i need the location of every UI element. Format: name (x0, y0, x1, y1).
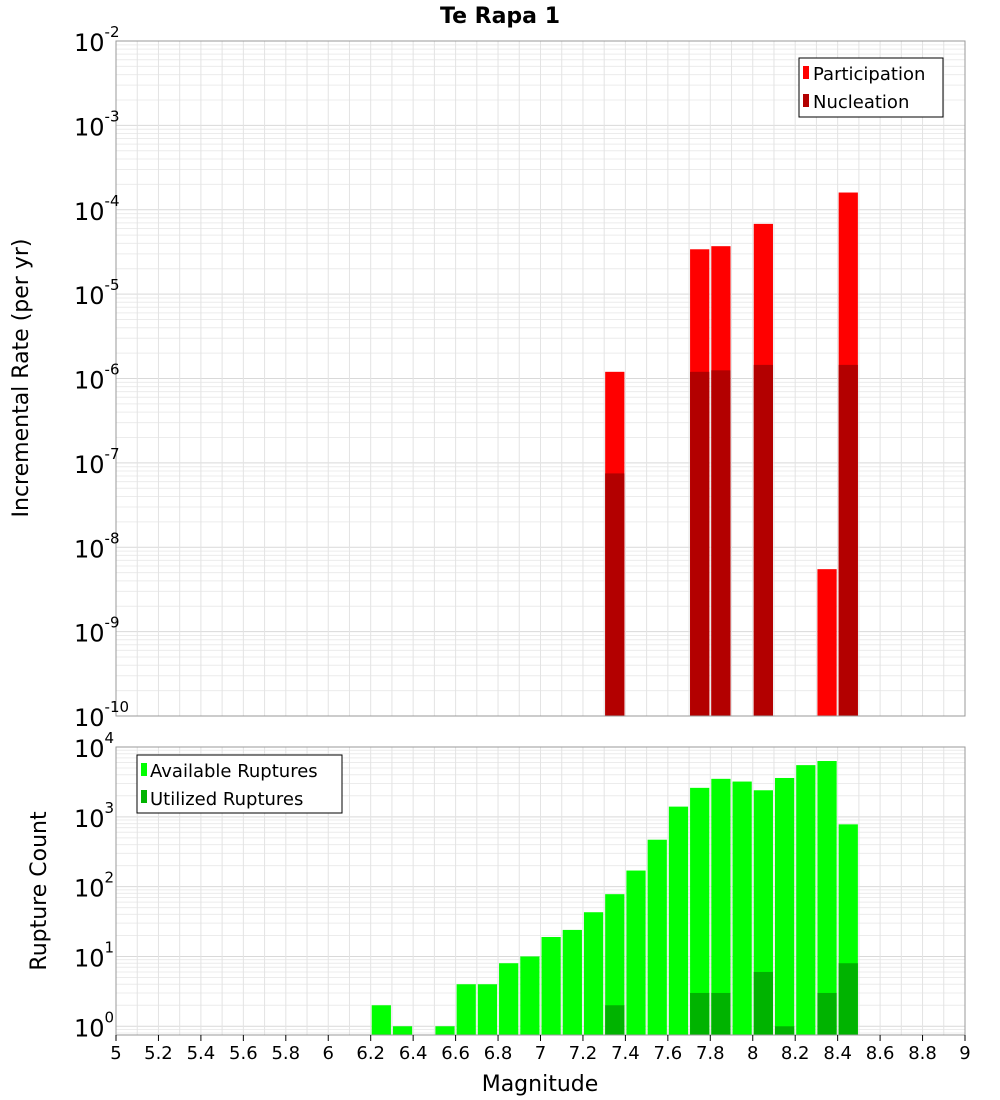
y-tick-label: 10-6 (74, 361, 120, 395)
available-ruptures-bar (456, 984, 476, 1035)
rate-bars (605, 192, 858, 717)
available-ruptures-bar (817, 761, 837, 1035)
rate-gridlines (115, 40, 966, 717)
available-ruptures-bar (711, 778, 731, 1035)
available-ruptures-bar (626, 870, 646, 1035)
nucleation-bar (605, 473, 625, 716)
available-ruptures-bar (392, 1026, 413, 1035)
x-tick-label: 5.6 (229, 1043, 258, 1064)
y-tick-label: 102 (74, 869, 114, 903)
x-tick-label: 5.8 (271, 1043, 300, 1064)
rate-legend-box (798, 57, 944, 118)
chart-title: Te Rapa 1 (440, 4, 560, 29)
available-ruptures-bar (583, 912, 604, 1035)
x-tick-label: 8.6 (866, 1043, 895, 1064)
rate-y-axis-label: Incremental Rate (per yr) (9, 239, 34, 518)
x-tick-label: 7 (535, 1043, 546, 1064)
x-tick-label: 8 (747, 1043, 758, 1064)
available-ruptures-bar (647, 839, 667, 1035)
y-tick-label: 101 (74, 938, 114, 972)
count-legend-box (136, 754, 343, 814)
utilized-ruptures-bar (774, 1026, 795, 1035)
y-tick-label: 10-5 (74, 276, 120, 310)
nucleation-legend-label: Nucleation (813, 92, 909, 113)
y-tick-label: 10-3 (74, 107, 120, 141)
nucleation-bar (711, 370, 731, 716)
magnitude-x-axis-label: Magnitude (482, 1072, 599, 1097)
magnitude-x-ticks: 5 5.2 5.4 5.6 5.8 6 6.2 6.4 6.6 6.8 7 7.2 7.4 7.6 7.8 8… (110, 1035, 971, 1064)
rate-legend: Participation Nucleation (798, 57, 944, 118)
y-tick-label: 10-7 (74, 445, 120, 479)
utilized-ruptures-bar (753, 971, 773, 1035)
x-tick-label: 7.2 (569, 1043, 598, 1064)
x-tick-label: 5 (110, 1043, 121, 1064)
available-ruptures-bar (690, 787, 710, 1035)
y-tick-label: 100 (74, 1008, 114, 1042)
utilized-ruptures-bar (838, 963, 858, 1035)
x-tick-label: 8.4 (823, 1043, 852, 1064)
available-ruptures-bar (541, 936, 561, 1035)
participation-legend-swatch (803, 66, 809, 79)
available-ruptures-bar (605, 894, 625, 1035)
x-tick-label: 8.2 (781, 1043, 810, 1064)
nucleation-bar (838, 364, 858, 716)
rate-y-ticks: 10-10 10-9 10-8 10-7 10-6 10-5 10-4 10-3 10-2 (74, 23, 129, 732)
available-ruptures-bar (477, 984, 498, 1035)
x-tick-label: 7.8 (696, 1043, 725, 1064)
utilized-legend-label: Utilized Ruptures (150, 789, 303, 810)
x-tick-label: 6.4 (399, 1043, 428, 1064)
nucleation-legend-swatch (803, 94, 809, 107)
y-tick-label: 10-4 (74, 192, 120, 226)
rate-plot-border (115, 40, 966, 717)
count-bars (371, 761, 858, 1035)
available-ruptures-bar (520, 956, 540, 1035)
y-tick-label: 10-2 (74, 23, 120, 57)
available-ruptures-bar (732, 781, 752, 1035)
participation-legend-label: Participation (813, 64, 925, 85)
available-ruptures-bar (435, 1026, 455, 1035)
count-y-ticks: 100 101 102 103 104 (74, 729, 114, 1042)
x-tick-label: 6.8 (484, 1043, 513, 1064)
available-ruptures-bar (562, 929, 582, 1035)
y-tick-label: 104 (74, 729, 114, 763)
x-tick-label: 7.6 (654, 1043, 683, 1064)
y-tick-label: 103 (74, 799, 114, 833)
available-legend-swatch (141, 763, 147, 776)
y-tick-label: 10-10 (74, 698, 129, 732)
x-tick-label: 5.4 (187, 1043, 216, 1064)
x-tick-label: 5.2 (144, 1043, 173, 1064)
x-tick-label: 6 (323, 1043, 334, 1064)
available-ruptures-bar (796, 765, 816, 1035)
available-ruptures-bar (499, 963, 519, 1035)
available-legend-label: Available Ruptures (150, 761, 318, 782)
count-legend: Available Ruptures Utilized Ruptures (136, 754, 343, 814)
nucleation-bar (753, 364, 773, 716)
x-tick-label: 8.8 (908, 1043, 937, 1064)
x-tick-label: 6.6 (441, 1043, 470, 1064)
x-tick-label: 9 (959, 1043, 970, 1064)
count-y-axis-label: Rupture Count (27, 811, 52, 971)
utilized-ruptures-bar (605, 1005, 625, 1035)
y-tick-label: 10-9 (74, 614, 120, 648)
utilized-ruptures-bar (817, 992, 837, 1035)
x-tick-label: 7.4 (611, 1043, 640, 1064)
y-tick-label: 10-8 (74, 529, 120, 563)
nucleation-bar (690, 371, 710, 716)
utilized-ruptures-bar (711, 992, 731, 1035)
utilized-ruptures-bar (690, 992, 710, 1035)
available-ruptures-bar (371, 1005, 391, 1035)
available-ruptures-bar (668, 806, 689, 1035)
utilized-legend-swatch (141, 790, 147, 803)
x-tick-label: 6.2 (356, 1043, 385, 1064)
count-panel: 100 101 102 103 104 5 5.2 5.4 5.6 5.8 6 6.2 6.4 6.6 6… (27, 729, 971, 1097)
available-ruptures-bar (774, 777, 795, 1035)
rate-panel: 10-10 10-9 10-8 10-7 10-6 10-5 10-4 10-3 10-2 In… (9, 23, 966, 732)
participation-bar (817, 569, 837, 716)
